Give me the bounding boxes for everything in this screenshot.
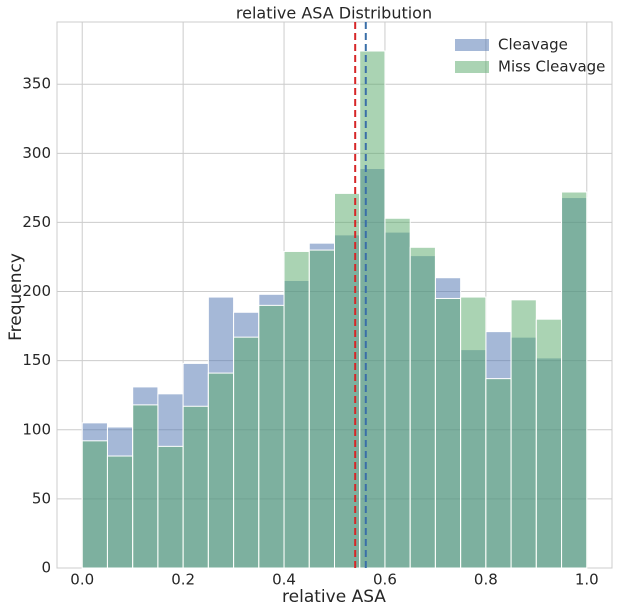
y-tick-label: 100 <box>22 420 51 438</box>
chart-title: relative ASA Distribution <box>236 4 432 23</box>
bar <box>283 250 310 569</box>
x-tick-label: 0.6 <box>373 571 397 589</box>
bar <box>182 405 209 569</box>
y-tick-label: 0 <box>41 559 51 577</box>
legend-label: Cleavage <box>498 36 568 54</box>
bar <box>535 318 563 569</box>
y-tick-label: 300 <box>22 144 51 162</box>
bar <box>384 217 411 569</box>
x-axis-label: relative ASA <box>282 587 386 607</box>
bar <box>409 246 436 569</box>
bar <box>434 297 462 569</box>
legend-swatch <box>455 61 489 73</box>
x-tick-label: 0.2 <box>171 571 195 589</box>
x-tick-label: 0.0 <box>70 571 94 589</box>
bar <box>207 372 235 569</box>
y-tick-label: 350 <box>22 75 51 93</box>
legend-label: Miss Cleavage <box>498 58 605 76</box>
x-tick-label: 0.4 <box>272 571 296 589</box>
y-tick-label: 50 <box>32 489 51 507</box>
y-tick-label: 200 <box>22 282 51 300</box>
legend-swatch <box>455 39 489 51</box>
bar <box>510 299 537 569</box>
bar <box>132 404 159 569</box>
x-tick-label: 0.8 <box>474 571 498 589</box>
bar <box>561 191 588 569</box>
bar <box>460 296 487 569</box>
y-tick-label: 150 <box>22 351 51 369</box>
bar <box>258 304 285 569</box>
y-axis-label: Frequency <box>6 253 26 341</box>
bar <box>106 455 134 569</box>
bar <box>308 249 336 569</box>
y-tick-label: 250 <box>22 213 51 231</box>
x-tick-label: 1.0 <box>575 571 599 589</box>
bar <box>485 378 512 569</box>
bar <box>81 440 108 569</box>
bar <box>233 336 260 569</box>
bar <box>157 445 184 569</box>
bar <box>359 50 386 569</box>
